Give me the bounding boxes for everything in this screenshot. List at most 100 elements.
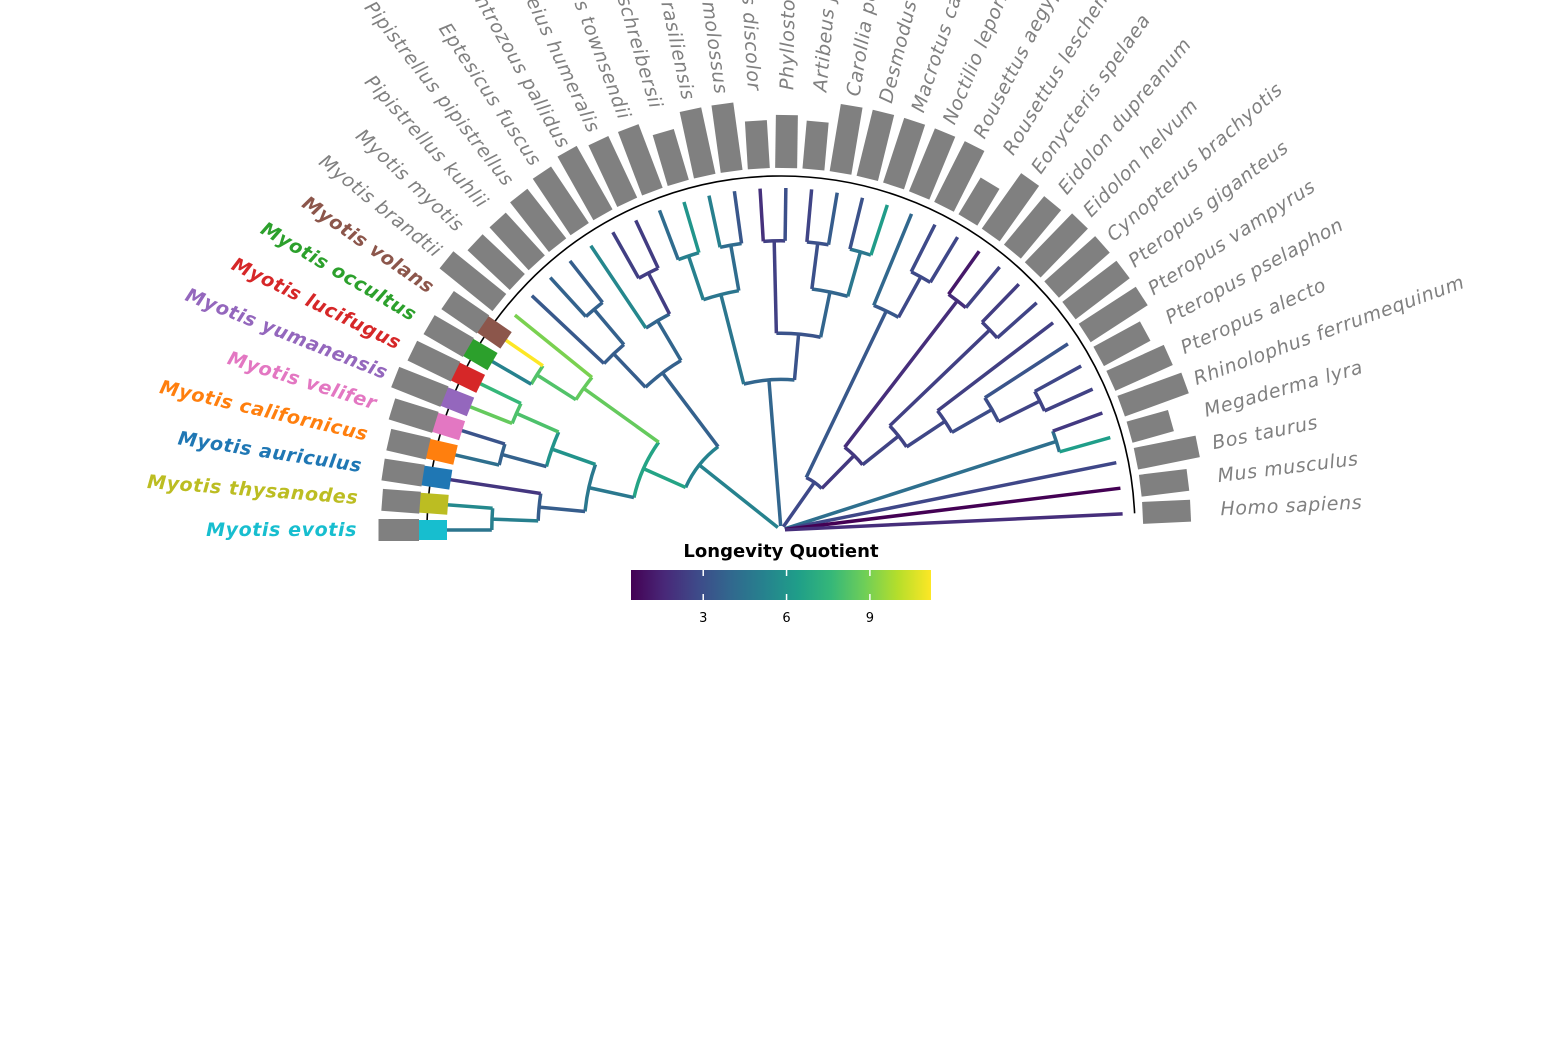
legend-tick-label: 9 xyxy=(866,611,874,626)
highlight-box xyxy=(449,361,486,393)
lq-bar xyxy=(652,128,689,187)
tip-label: Myotis thysanodes xyxy=(146,471,359,509)
tree-branch xyxy=(515,411,560,434)
tree-branch xyxy=(589,244,648,330)
tree-branch xyxy=(442,476,542,496)
lq-bar xyxy=(441,290,490,334)
lq-bar xyxy=(958,177,1000,226)
tree-arc xyxy=(947,292,967,309)
tree-arc xyxy=(1033,390,1047,412)
tree-branch xyxy=(501,452,547,469)
lq-bar xyxy=(1106,344,1173,391)
lq-bar xyxy=(934,141,985,212)
tree-branch xyxy=(612,352,647,389)
tree-branch xyxy=(784,439,1057,531)
tree-branch xyxy=(783,188,788,241)
tree-branch xyxy=(732,190,744,244)
tree-branch xyxy=(1052,411,1103,433)
tree-branch xyxy=(498,334,544,368)
legend-tick-label: 6 xyxy=(782,611,790,626)
tree-branch xyxy=(646,272,672,315)
tree-arc xyxy=(583,463,598,512)
lq-bar xyxy=(883,117,926,190)
tree-branch xyxy=(905,419,947,449)
lq-bar xyxy=(588,136,638,207)
tree-branch xyxy=(634,219,660,269)
lq-bar xyxy=(908,128,956,200)
tree-branch xyxy=(947,250,981,296)
highlight-boxes xyxy=(417,315,512,540)
lq-bar xyxy=(711,102,743,173)
tree-branch xyxy=(582,386,660,444)
tree-arc xyxy=(702,288,740,302)
lq-bar xyxy=(407,340,461,382)
lq-bar xyxy=(1024,213,1088,278)
lq-bar xyxy=(532,166,589,236)
lq-bar xyxy=(489,212,545,271)
tree-arc xyxy=(888,424,909,448)
highlight-box xyxy=(438,386,475,417)
tree-branch xyxy=(792,333,801,381)
lq-bar xyxy=(386,428,431,460)
lq-bar xyxy=(423,315,474,358)
tip-label: Phyllostomus hastatus xyxy=(776,0,801,90)
reference-arc xyxy=(426,175,1136,531)
tree-branch xyxy=(936,321,1055,413)
tree-branch xyxy=(810,242,820,290)
lq-bar xyxy=(679,107,716,179)
tip-label: Bos taurus xyxy=(1210,411,1320,454)
tree-branch xyxy=(843,299,959,449)
tree-branch xyxy=(698,463,779,529)
tree-branch xyxy=(472,378,522,406)
lq-bar xyxy=(1044,236,1110,298)
tree-branch xyxy=(657,209,680,261)
tree-arc xyxy=(763,239,786,244)
tree-branch xyxy=(758,188,766,242)
lq-bar xyxy=(1142,499,1192,524)
lq-bar xyxy=(1078,286,1148,343)
tree-branch xyxy=(491,517,539,523)
tree-branch xyxy=(980,283,1021,324)
lq-bar xyxy=(829,104,863,175)
lq-bar xyxy=(981,173,1040,242)
tree-branch xyxy=(535,373,577,402)
tree-arc xyxy=(536,493,543,521)
lq-bar xyxy=(802,120,829,171)
lq-bar xyxy=(381,458,425,487)
highlight-box xyxy=(430,412,466,441)
highlight-box xyxy=(417,520,447,540)
tree-branch xyxy=(453,426,506,446)
highlight-box xyxy=(461,337,498,371)
highlight-box xyxy=(417,492,449,515)
tree-branch xyxy=(538,505,586,514)
tree-branch xyxy=(592,308,626,346)
tree-branch xyxy=(462,402,513,426)
lq-bar xyxy=(1133,435,1200,470)
legend-colorbar xyxy=(631,570,931,600)
tree-branch xyxy=(686,255,705,301)
tree-arc xyxy=(632,441,661,498)
tree-branch xyxy=(909,223,937,273)
lq-bar xyxy=(378,519,419,541)
tree-arc xyxy=(684,445,720,489)
lq-bar xyxy=(856,109,895,182)
tree-branch xyxy=(888,328,992,428)
tree-branch xyxy=(964,265,1001,309)
lq-bar xyxy=(439,251,507,312)
tree-branches xyxy=(439,188,1123,532)
tree-branch xyxy=(951,407,993,434)
lq-bar xyxy=(617,124,663,196)
legend-title: Longevity Quotient xyxy=(683,541,879,562)
legend: Longevity Quotient 3 6 9 xyxy=(631,541,931,626)
tree-branch xyxy=(784,486,1121,532)
tree-branch xyxy=(1058,435,1111,454)
tip-label: Phyllostomus discolor xyxy=(730,0,765,92)
tree-branch xyxy=(784,512,1123,532)
tree-branch xyxy=(568,259,604,304)
tree-arc xyxy=(776,331,822,339)
tree-branch xyxy=(861,434,900,467)
tree-branch xyxy=(848,197,865,250)
tree-branch xyxy=(484,356,533,386)
